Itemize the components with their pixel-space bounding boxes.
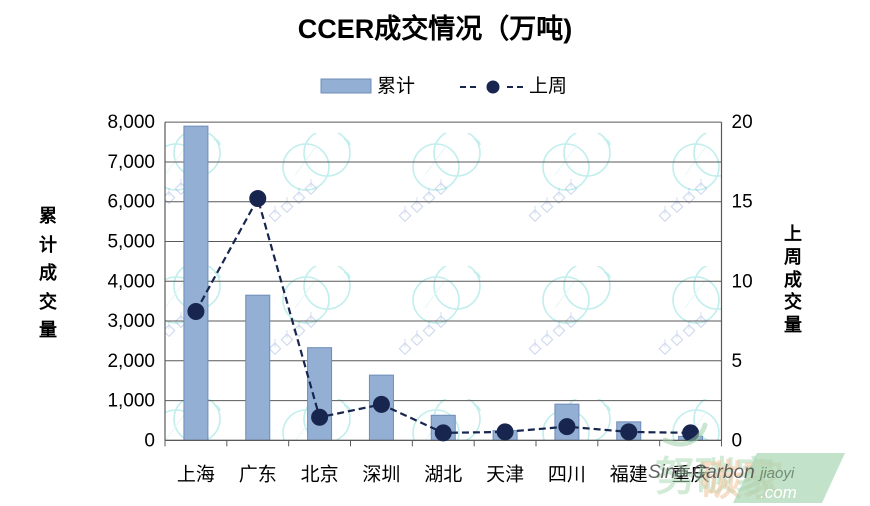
svg-text:上海: 上海 xyxy=(177,463,215,485)
svg-text:量: 量 xyxy=(39,319,57,340)
svg-text:8,000: 8,000 xyxy=(107,112,155,133)
svg-text:成: 成 xyxy=(784,269,802,290)
svg-text:深圳: 深圳 xyxy=(362,463,400,485)
svg-text:7,000: 7,000 xyxy=(107,152,155,173)
svg-text:交: 交 xyxy=(784,291,802,312)
svg-text:四川: 四川 xyxy=(548,464,586,485)
svg-text:累: 累 xyxy=(39,206,57,226)
svg-text:2,000: 2,000 xyxy=(107,351,155,372)
svg-text:5: 5 xyxy=(732,351,743,372)
svg-text:4,000: 4,000 xyxy=(107,271,155,292)
svg-text:CCER成交情况（万吨): CCER成交情况（万吨) xyxy=(298,13,573,44)
svg-text:Sino-Carbon: Sino-Carbon xyxy=(648,462,755,483)
svg-text:交: 交 xyxy=(39,291,57,312)
svg-text:量: 量 xyxy=(784,314,802,335)
svg-text:北京: 北京 xyxy=(301,463,339,485)
svg-text:0: 0 xyxy=(732,430,743,451)
svg-text:天津: 天津 xyxy=(486,463,524,485)
svg-text:15: 15 xyxy=(732,192,753,213)
svg-text:5,000: 5,000 xyxy=(107,231,155,252)
svg-text:上周: 上周 xyxy=(529,75,567,97)
svg-text:0: 0 xyxy=(144,430,155,451)
svg-text:计: 计 xyxy=(39,234,57,255)
svg-text:10: 10 xyxy=(732,271,753,292)
svg-text:福建: 福建 xyxy=(610,463,648,485)
svg-text:上: 上 xyxy=(784,224,802,244)
svg-text:1,000: 1,000 xyxy=(107,391,155,412)
svg-text:成: 成 xyxy=(39,262,57,283)
svg-text:20: 20 xyxy=(732,112,753,133)
svg-text:6,000: 6,000 xyxy=(107,192,155,213)
svg-text:周: 周 xyxy=(784,247,802,267)
svg-text:jiaoyi: jiaoyi xyxy=(758,465,795,482)
svg-text:累计: 累计 xyxy=(377,75,415,97)
svg-text:.com: .com xyxy=(760,483,797,502)
svg-text:广东: 广东 xyxy=(239,463,277,485)
svg-text:3,000: 3,000 xyxy=(107,311,155,332)
svg-text:湖北: 湖北 xyxy=(424,463,462,485)
